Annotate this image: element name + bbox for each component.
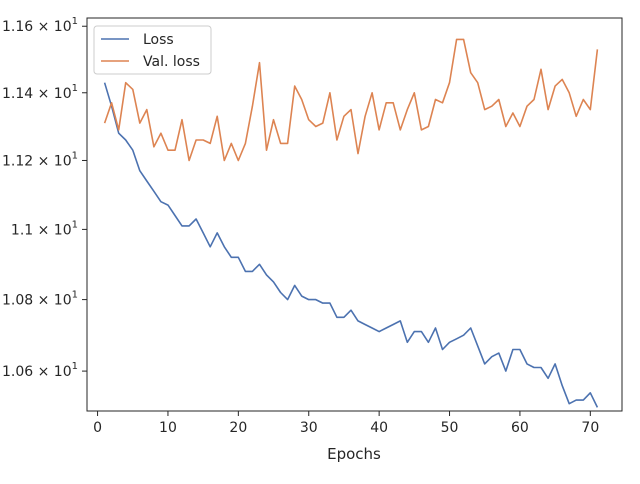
series-line-val-loss <box>103 38 599 162</box>
x-tick-label: 70 <box>581 420 599 436</box>
legend-label-loss: Loss <box>143 32 174 48</box>
y-tick-label: 1.1 × 101 <box>11 219 78 238</box>
y-tick-label: 1.16 × 101 <box>2 16 78 35</box>
x-axis: 0 10 20 30 40 50 60 70 <box>93 411 599 436</box>
y-tick-label: 1.08 × 101 <box>2 290 78 309</box>
y-axis: 1.06 × 101 1.08 × 101 1.1 × 101 1.12 × 101 1… <box>2 16 87 380</box>
series-line-loss <box>103 82 599 408</box>
x-tick-label: 50 <box>441 420 459 436</box>
y-tick-label: 1.06 × 101 <box>2 361 78 380</box>
legend-label-val-loss: Val. loss <box>143 54 200 70</box>
y-tick-label: 1.12 × 101 <box>2 150 78 169</box>
legend: Loss Val. loss <box>93 25 212 75</box>
x-tick-label: 60 <box>511 420 529 436</box>
x-tick-label: 20 <box>229 420 247 436</box>
plot-area <box>103 38 599 408</box>
x-axis-label: Epochs <box>327 445 381 463</box>
axes-frame <box>86 17 623 412</box>
x-tick-label: 30 <box>300 420 318 436</box>
x-tick-label: 0 <box>93 420 102 436</box>
x-tick-label: 40 <box>370 420 388 436</box>
x-tick-label: 10 <box>159 420 177 436</box>
y-tick-label: 1.14 × 101 <box>2 83 78 102</box>
legend-box <box>93 25 212 75</box>
